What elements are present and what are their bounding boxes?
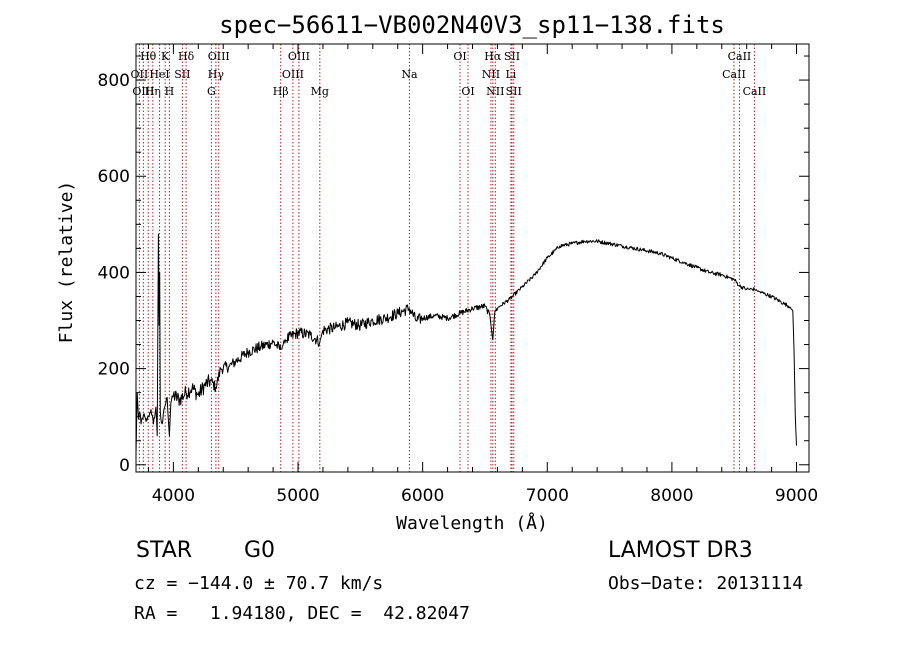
spectral-line-label-3: Hη <box>145 85 161 98</box>
x-tick-label: 6000 <box>401 486 444 506</box>
spectral-line-label-5: K <box>161 50 170 63</box>
spectral-line-label-22: Li <box>505 68 516 81</box>
spectral-line-label-9: G <box>207 85 216 98</box>
x-tick-label: 7000 <box>526 486 569 506</box>
spectral-line-label-11: OIII <box>208 50 230 63</box>
spectral-line-label-6: H <box>165 85 175 98</box>
spectral-line-label-21: NII <box>486 85 504 98</box>
spectral-line-label-8: Hδ <box>178 50 195 63</box>
flux-series <box>135 233 797 456</box>
x-tick-label: 8000 <box>650 486 693 506</box>
spectral-line-label-23: SII <box>504 50 520 63</box>
y-tick-label: 800 <box>98 71 130 91</box>
spectral-line-label-27: CaII <box>743 85 767 98</box>
y-tick-label: 400 <box>98 263 130 283</box>
spectral-line-label-1: OIII <box>132 85 154 98</box>
spectral-line-label-24: SII <box>506 85 522 98</box>
spectral-line-label-25: CaII <box>722 68 746 81</box>
y-axis-label: Flux (relative) <box>56 181 77 344</box>
spectral-line-label-26: CaII <box>728 50 752 63</box>
x-tick-label: 5000 <box>276 486 319 506</box>
spectral-line-label-2: Hθ <box>140 50 157 63</box>
plot-frame <box>135 43 810 473</box>
redshift-velocity: cz = −144.0 ± 70.7 km/s <box>134 573 384 594</box>
spectral-line-label-7: SII <box>174 68 190 81</box>
spectral-line-label-17: OI <box>453 50 466 63</box>
spectral-line-label-16: Na <box>401 68 418 81</box>
spectral-line-label-20: Hα <box>484 50 502 63</box>
spectral-line-label-13: OIII <box>282 68 304 81</box>
y-tick-label: 600 <box>98 167 130 187</box>
flux-line <box>135 233 797 456</box>
axes: 4000 5000 6000 7000 8000 9000 0 200 400 600 800 <box>98 44 818 506</box>
spectral-line-label-0: OII <box>131 68 149 81</box>
object-subclass: G0 <box>244 538 276 563</box>
spectral-line-markers: OII OIII Hθ Hη HeI K H SII Hδ G Hγ OIII Hβ OIII OIII Mg… <box>131 44 767 472</box>
x-tick-label: 9000 <box>775 486 818 506</box>
y-tick-label: 200 <box>98 360 130 380</box>
x-axis-label: Wavelength (Å) <box>396 512 548 534</box>
object-class: STAR <box>136 538 193 563</box>
chart-title: spec−56611−VB002N40V3_sp11−138.fits <box>219 11 725 39</box>
spectral-line-label-10: Hγ <box>208 68 225 81</box>
spectral-line-label-15: Mg <box>311 85 329 98</box>
survey-name: LAMOST DR3 <box>608 538 753 563</box>
spectral-line-label-19: NII <box>482 68 500 81</box>
spectral-line-label-14: OIII <box>288 50 310 63</box>
spectral-line-label-18: OI <box>461 85 474 98</box>
ra-dec-coordinates: RA = 1.94180, DEC = 42.82047 <box>134 603 470 624</box>
observation-date: Obs−Date: 20131114 <box>608 573 804 594</box>
spectral-line-label-12: Hβ <box>273 85 289 98</box>
spectral-line-label-4: HeI <box>149 68 169 81</box>
x-tick-label: 4000 <box>152 486 195 506</box>
y-tick-label: 0 <box>119 456 130 476</box>
